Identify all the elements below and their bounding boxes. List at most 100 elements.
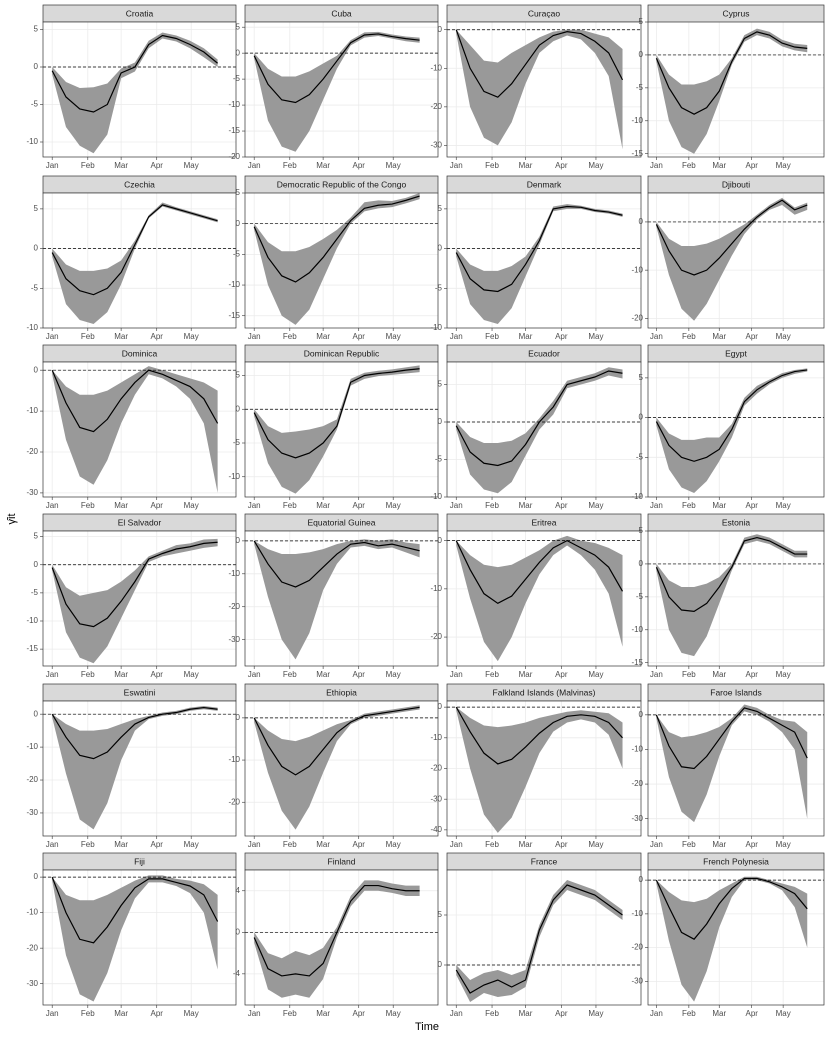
confidence-band [456, 707, 623, 833]
y-tick-label: -30 [26, 979, 38, 988]
x-tick-label: May [386, 670, 401, 679]
confidence-band [52, 32, 218, 154]
x-tick-label: Apr [151, 840, 164, 849]
x-axis-label: Time [415, 1021, 439, 1033]
y-tick-label: 0 [236, 404, 241, 413]
x-tick-label: Apr [353, 332, 366, 341]
x-tick-label: May [588, 332, 603, 341]
line [253, 368, 420, 459]
x-tick-label: May [184, 1009, 199, 1018]
y-tick-label: 0 [438, 244, 443, 253]
x-tick-label: May [386, 161, 401, 170]
x-tick-label: Feb [81, 1009, 95, 1018]
y-tick-label: -20 [26, 943, 38, 952]
panel-title: Ethiopia [326, 687, 357, 697]
panel-title: Equatorial Guinea [307, 517, 375, 527]
x-tick-label: Mar [519, 840, 533, 849]
x-tick-label: Mar [316, 840, 330, 849]
x-tick-label: Apr [555, 670, 568, 679]
line [455, 370, 623, 467]
x-tick-label: Apr [353, 1009, 366, 1018]
panel-title: Falkland Islands (Malvinas) [493, 687, 596, 697]
x-tick-label: Jan [248, 840, 261, 849]
y-tick-label: 0 [639, 875, 644, 884]
y-tick-label: 5 [34, 532, 39, 541]
y-tick-label: -10 [26, 616, 38, 625]
confidence-band [456, 880, 623, 1002]
x-tick-label: Mar [316, 670, 330, 679]
y-tick-label: -20 [631, 779, 643, 788]
panel-title: Djibouti [722, 179, 750, 189]
x-tick-label: Jan [46, 161, 59, 170]
x-tick-label: Feb [682, 840, 696, 849]
panel-title: Dominica [122, 348, 158, 358]
panel-border [244, 700, 439, 837]
y-tick-label: 5 [236, 22, 241, 31]
y-tick-label: 5 [639, 17, 644, 26]
y-tick-label: -10 [26, 137, 38, 146]
y-tick-label: 0 [34, 244, 39, 253]
x-tick-label: Feb [81, 501, 95, 510]
y-tick-label: -10 [430, 323, 442, 332]
y-tick-label: -10 [26, 406, 38, 415]
x-tick-label: Jan [450, 161, 463, 170]
confidence-band [456, 535, 623, 662]
line [253, 884, 420, 977]
y-tick-label: 0 [438, 25, 443, 34]
y-tick-label: 0 [639, 559, 644, 568]
x-tick-label: Mar [519, 332, 533, 341]
confidence-band [656, 704, 808, 823]
y-tick-label: -30 [430, 141, 442, 150]
y-tick-label: 5 [236, 371, 241, 380]
confidence-band [52, 366, 218, 493]
x-tick-label: May [776, 840, 791, 849]
y-tick-label: 5 [236, 188, 241, 197]
y-tick-label: 0 [34, 709, 39, 718]
panel-border [244, 530, 439, 667]
confidence-band [254, 880, 420, 998]
y-tick-label: -15 [631, 149, 643, 158]
y-tick-label: -30 [631, 976, 643, 985]
x-tick-label: Feb [682, 161, 696, 170]
y-tick-label: -5 [233, 249, 241, 258]
y-tick-label: -10 [631, 492, 643, 501]
panel-border [647, 530, 825, 667]
x-tick-label: Mar [114, 670, 128, 679]
confidence-band [254, 31, 420, 152]
x-tick-label: Apr [555, 332, 568, 341]
y-tick-label: -15 [228, 311, 240, 320]
y-tick-label: -10 [430, 492, 442, 501]
x-tick-label: Mar [114, 1009, 128, 1018]
confidence-band [656, 876, 808, 1002]
y-tick-label: -5 [636, 83, 644, 92]
y-tick-label: -5 [233, 74, 241, 83]
y-tick-label: 0 [236, 713, 241, 722]
y-tick-label: -20 [228, 602, 240, 611]
panel-border [244, 869, 439, 1006]
y-tick-label: -10 [228, 755, 240, 764]
y-tick-label: 5 [639, 373, 644, 382]
line [455, 29, 624, 98]
panel-border [446, 21, 642, 158]
line [455, 884, 623, 994]
x-tick-label: Apr [745, 670, 758, 679]
panel-border [244, 192, 439, 329]
line [455, 205, 623, 293]
x-tick-label: Feb [283, 332, 297, 341]
x-tick-label: May [588, 161, 603, 170]
confidence-band [254, 705, 420, 830]
confidence-band [254, 539, 420, 660]
y-tick-label: 0 [438, 960, 443, 969]
panel-title: French Polynesia [703, 856, 769, 866]
x-tick-label: May [184, 332, 199, 341]
x-tick-label: Apr [151, 501, 164, 510]
y-tick-label: -10 [430, 63, 442, 72]
panel-border [446, 700, 642, 837]
y-tick-label: 5 [438, 910, 443, 919]
y-tick-label: -5 [435, 283, 443, 292]
x-tick-label: Mar [114, 501, 128, 510]
x-tick-label: Jan [248, 501, 261, 510]
line [253, 540, 420, 588]
x-tick-label: Apr [745, 501, 758, 510]
line [51, 541, 218, 628]
